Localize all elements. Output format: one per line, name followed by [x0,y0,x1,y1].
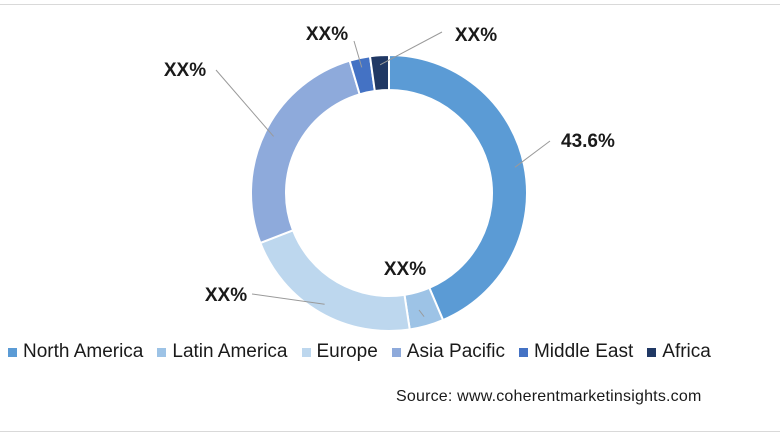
data-labels: 43.6% XX% XX% XX% XX% XX% [164,24,615,306]
legend-label: Middle East [533,341,634,362]
legend-item-asia-pacific: Asia Pacific [391,341,505,363]
legend-label: Latin America [172,341,288,362]
slice-asia-pacific [250,59,361,245]
leader-line-europe [251,293,325,305]
legend-item-latin-america: Latin America [157,341,288,363]
legend-swatch [391,347,401,357]
legend-label: Asia Pacific [406,341,505,362]
data-label-north-america: 43.6% [561,131,615,152]
slice-europe [259,229,411,332]
data-label-asia-pacific: XX% [164,60,206,81]
leader-line-middle-east [353,40,363,68]
legend-swatch [647,347,657,357]
data-label-africa: XX% [455,25,497,46]
legend-label: Europe [316,341,378,362]
legend-label: North America [23,341,144,362]
leader-line-north-america [514,140,551,168]
data-label-europe: XX% [205,285,247,306]
leader-line-latin-america [418,309,425,317]
legend-item-africa: Africa [647,341,711,363]
donut-slices [250,53,528,332]
leader-line-africa [379,31,443,66]
source-note: Source: www.coherentmarketinsights.com [396,388,702,405]
slice-africa [368,53,390,93]
legend-item-north-america: North America [8,341,143,363]
data-label-middle-east: XX% [306,24,348,45]
legend-item-europe: Europe [301,341,378,363]
legend-item-middle-east: Middle East [518,341,634,363]
legend-swatch [301,347,311,357]
legend-label: Africa [662,341,711,362]
leader-line-asia-pacific [215,69,274,137]
legend-swatch [8,347,17,357]
leader-lines [215,31,551,317]
slice-north-america [388,53,528,322]
data-label-latin-america: XX% [384,259,426,280]
chart-frame [0,4,780,432]
legend-swatch [518,347,528,357]
legend: North America Latin America Europe Asia … [8,341,711,363]
legend-swatch [157,347,167,357]
